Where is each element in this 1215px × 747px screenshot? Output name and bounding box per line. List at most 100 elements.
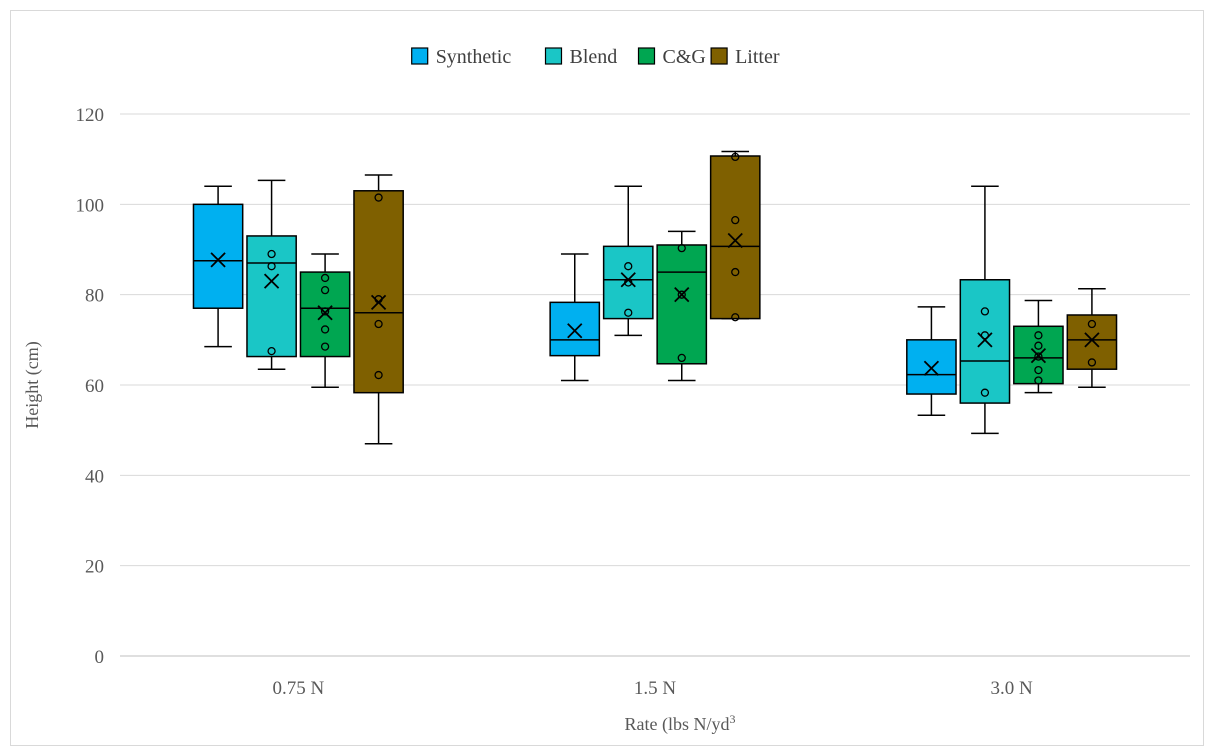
data-point: [980, 388, 990, 397]
box-iqr: [906, 339, 957, 395]
box-iqr: [656, 244, 708, 365]
legend-item-litter: Litter: [710, 46, 780, 68]
mean-marker: [923, 360, 940, 376]
data-point: [1034, 341, 1043, 350]
data-point: [320, 273, 330, 283]
data-point: [267, 262, 276, 271]
y-axis-title: Height (cm): [22, 341, 43, 428]
box-synthetic-2: [906, 306, 957, 417]
mean-marker: [317, 305, 333, 321]
mean-marker: [727, 232, 743, 249]
y-tick-label: 120: [76, 105, 105, 126]
mean-marker: [1030, 348, 1047, 364]
mean-x-stroke: [210, 252, 226, 268]
data-point: [320, 285, 330, 295]
legend: Synthetic Blend C&G Litter: [411, 46, 780, 68]
legend-label: Synthetic: [436, 46, 512, 68]
x-axis-ticks: 0.75 N 1.5 N 3.0 N: [272, 678, 1033, 699]
box-series: [192, 150, 1118, 445]
data-point: [677, 290, 686, 299]
mean-x-stroke: [620, 272, 636, 288]
data-point: [374, 193, 383, 202]
box-iqr: [959, 279, 1011, 404]
data-point: [731, 152, 740, 162]
data-point: [267, 346, 276, 356]
data-point: [1034, 365, 1043, 375]
mean-marker: [370, 294, 387, 310]
box-iqr: [192, 203, 244, 309]
legend-item-synthetic: Synthetic: [411, 46, 512, 68]
mean-marker: [977, 332, 993, 348]
legend-swatch: [637, 47, 656, 65]
gridlines: [120, 113, 1190, 657]
mean-x-stroke: [370, 294, 387, 310]
data-point: [1087, 319, 1097, 329]
mean-marker: [674, 287, 690, 303]
box-cg-2: [1013, 299, 1064, 394]
legend-label: Blend: [570, 46, 618, 68]
legend-label: C&G: [663, 46, 706, 68]
box-cg-0: [299, 253, 351, 389]
box-iqr: [602, 245, 654, 320]
mean-x-stroke: [567, 323, 583, 339]
box-iqr: [709, 155, 761, 320]
data-point: [320, 307, 330, 316]
data-point: [1034, 352, 1043, 361]
data-point: [1087, 358, 1097, 367]
y-tick-label: 0: [95, 647, 105, 668]
legend-item-cg: C&G: [637, 46, 706, 68]
legend-label: Litter: [735, 46, 780, 68]
mean-x-stroke: [727, 232, 743, 249]
data-point: [624, 262, 633, 271]
mean-x-stroke: [1084, 332, 1100, 348]
y-tick-label: 20: [85, 557, 104, 578]
box-blend-0: [246, 179, 297, 370]
y-tick-label: 60: [85, 376, 104, 397]
legend-swatch: [411, 47, 429, 65]
data-point: [320, 325, 330, 334]
legend-item-blend: Blend: [544, 46, 618, 68]
box-iqr: [353, 190, 404, 394]
box-synthetic-0: [192, 185, 244, 348]
data-point: [624, 308, 633, 317]
y-tick-label: 40: [85, 466, 104, 487]
data-point: [320, 342, 330, 351]
mean-marker: [620, 272, 636, 288]
x-axis-title: Rate (lbs N/yd3: [625, 712, 736, 735]
mean-x-stroke: [263, 273, 280, 289]
mean-marker: [567, 323, 583, 339]
data-point: [267, 249, 276, 259]
data-point: [1034, 376, 1043, 385]
box-iqr: [549, 301, 601, 357]
legend-swatch: [710, 47, 728, 65]
mean-x-stroke: [1030, 348, 1047, 364]
data-point: [731, 215, 740, 225]
x-tick-label: 3.0 N: [991, 678, 1034, 699]
y-tick-label: 100: [76, 195, 105, 216]
box-blend-2: [959, 185, 1011, 435]
mean-marker: [263, 273, 280, 289]
y-tick-label: 80: [85, 286, 104, 307]
box-iqr: [246, 235, 297, 358]
mean-x-stroke: [977, 332, 993, 348]
box-synthetic-1: [549, 253, 601, 382]
data-point: [731, 267, 740, 277]
legend-swatch: [544, 47, 563, 65]
box-litter-0: [353, 174, 404, 445]
mean-marker: [1084, 332, 1100, 348]
data-point: [374, 370, 383, 380]
y-axis-ticks: 0 20 40 60 80 100 120: [76, 105, 105, 668]
data-point: [677, 353, 686, 363]
x-tick-label: 0.75 N: [272, 678, 324, 699]
box-litter-1: [709, 150, 761, 322]
data-point: [731, 313, 740, 322]
data-point: [677, 243, 686, 253]
data-point: [374, 319, 383, 329]
data-point: [1034, 331, 1043, 340]
mean-marker: [210, 252, 226, 268]
x-tick-label: 1.5 N: [634, 678, 677, 699]
box-iqr: [1066, 314, 1118, 370]
box-litter-2: [1066, 288, 1118, 389]
mean-x-stroke: [923, 360, 940, 376]
